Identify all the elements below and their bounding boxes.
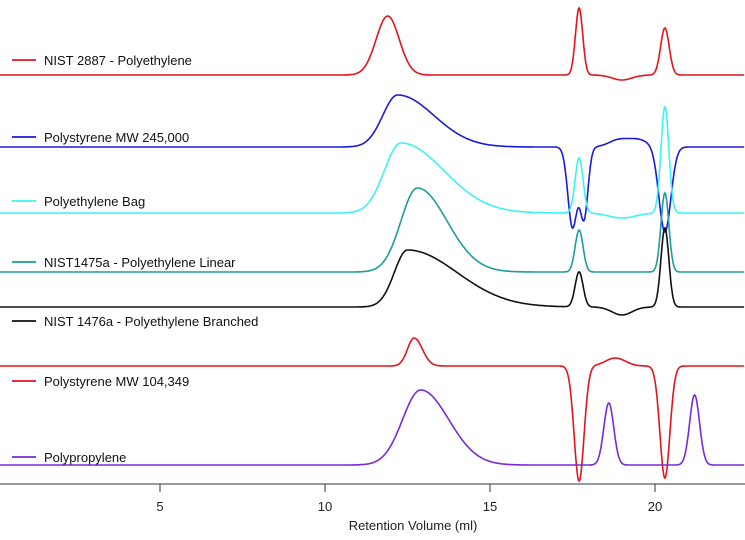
legend-label-3: NIST1475a - Polyethylene Linear xyxy=(44,255,236,270)
x-tick-label-1: 10 xyxy=(318,499,332,514)
series-line-5 xyxy=(0,337,745,483)
legend-label-1: Polystyrene MW 245,000 xyxy=(44,130,189,145)
legend-label-5: Polystyrene MW 104,349 xyxy=(44,374,189,389)
x-tick-label-3: 20 xyxy=(648,499,662,514)
x-tick-label-2: 15 xyxy=(483,499,497,514)
series-line-3 xyxy=(0,187,745,273)
series-line-4 xyxy=(0,226,745,316)
legend-label-2: Polyethylene Bag xyxy=(44,194,145,209)
series-line-1 xyxy=(0,94,745,233)
x-axis-title: Retention Volume (ml) xyxy=(349,518,478,533)
legend-label-6: Polypropylene xyxy=(44,450,126,465)
series-line-2 xyxy=(0,105,745,219)
series-line-0 xyxy=(0,6,745,81)
x-tick-label-0: 5 xyxy=(156,499,163,514)
legend-label-4: NIST 1476a - Polyethylene Branched xyxy=(44,314,258,329)
legend-label-0: NIST 2887 - Polyethylene xyxy=(44,53,192,68)
series-line-6 xyxy=(0,389,745,466)
